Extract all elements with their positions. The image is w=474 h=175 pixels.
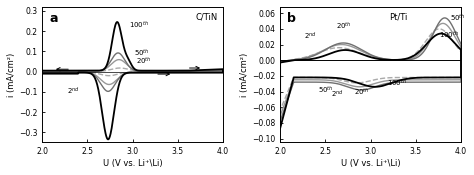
- Text: 20$^{th}$: 20$^{th}$: [136, 55, 152, 66]
- Y-axis label: i (mA/cm²): i (mA/cm²): [7, 52, 16, 97]
- Text: a: a: [49, 12, 58, 25]
- Text: C/TiN: C/TiN: [195, 12, 218, 21]
- X-axis label: U (V vs. Li⁺\Li): U (V vs. Li⁺\Li): [103, 159, 162, 168]
- Text: 100$^{th}$: 100$^{th}$: [129, 19, 149, 30]
- Text: 20$^{th}$: 20$^{th}$: [354, 86, 370, 97]
- Text: Pt/Ti: Pt/Ti: [389, 12, 407, 21]
- Text: b: b: [287, 12, 296, 25]
- Text: 2$^{nd}$: 2$^{nd}$: [67, 85, 80, 96]
- Text: 50$^{th}$: 50$^{th}$: [134, 47, 150, 58]
- Text: 50$^{th}$: 50$^{th}$: [450, 12, 466, 23]
- Text: 2$^{nd}$: 2$^{nd}$: [331, 89, 344, 100]
- X-axis label: U (V vs. Li⁺\Li): U (V vs. Li⁺\Li): [341, 159, 401, 168]
- Text: 100$^{th}$: 100$^{th}$: [387, 77, 407, 88]
- Text: 2$^{nd}$: 2$^{nd}$: [304, 31, 316, 42]
- Text: 20$^{th}$: 20$^{th}$: [336, 20, 352, 31]
- Text: 100$^{th}$: 100$^{th}$: [439, 29, 459, 40]
- Text: 50$^{th}$: 50$^{th}$: [318, 84, 334, 95]
- Y-axis label: i (mA/cm²): i (mA/cm²): [240, 52, 249, 97]
